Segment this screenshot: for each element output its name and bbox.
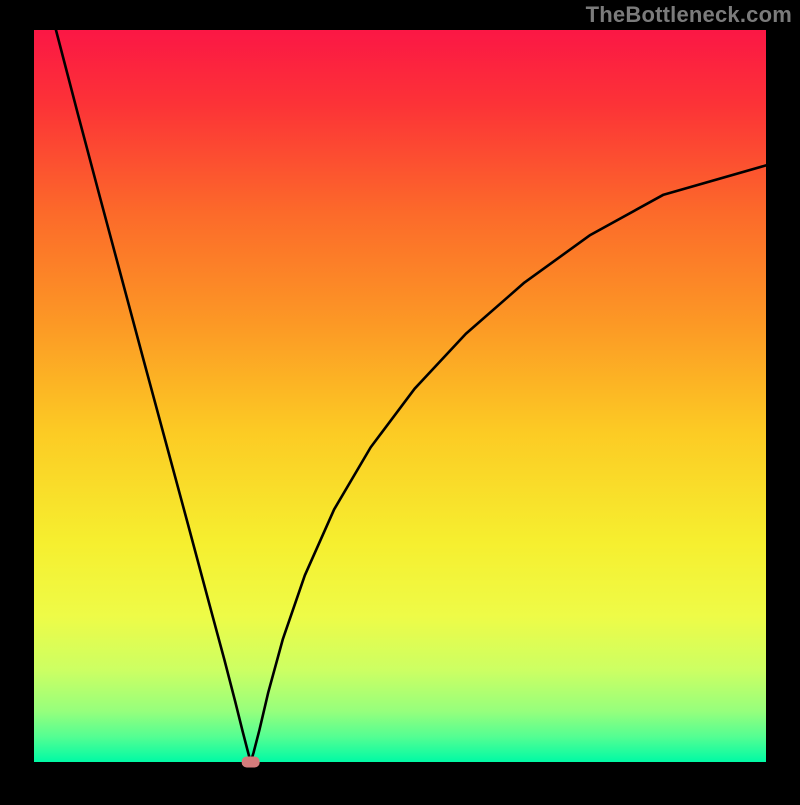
bottleneck-chart-svg xyxy=(0,0,800,800)
chart-root: TheBottleneck.com xyxy=(0,0,800,800)
watermark-text: TheBottleneck.com xyxy=(586,2,792,28)
optimal-point-marker xyxy=(242,757,260,768)
plot-background-gradient xyxy=(34,30,766,762)
